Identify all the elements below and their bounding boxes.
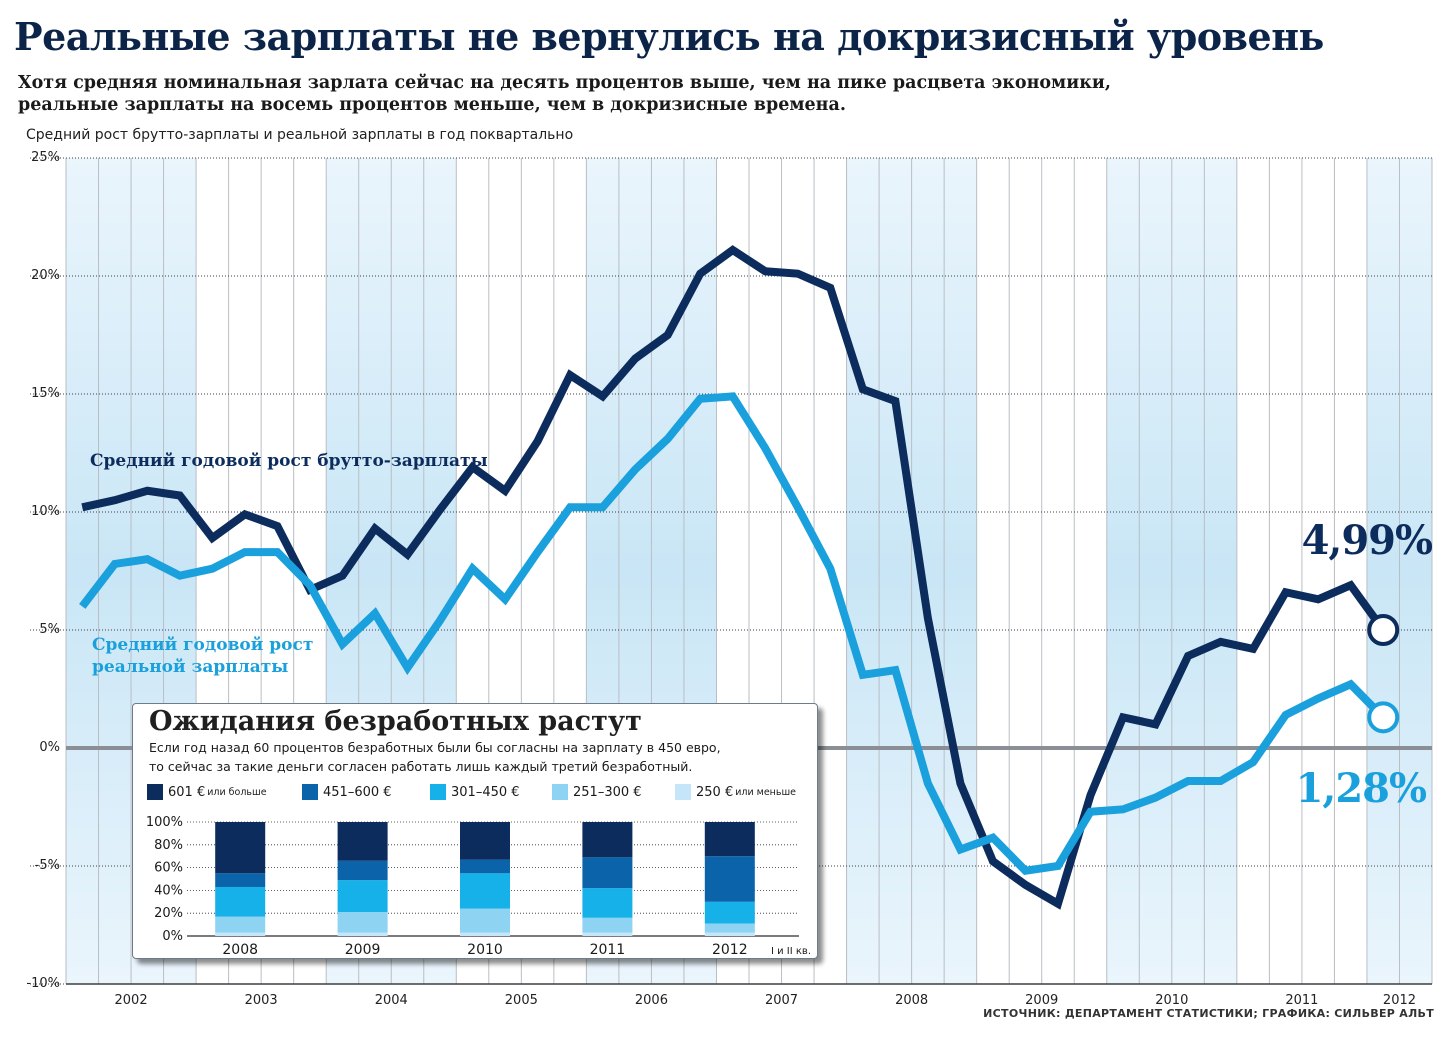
inset-bar-segment [337,860,388,881]
nominal-wage-end-marker [1367,614,1400,646]
legend-swatch-250 [675,784,691,800]
y-tick-label: 0% [39,740,60,755]
legend-label-251-300: 251–300 € [573,784,642,800]
inset-bar-chart: 0% 20% 40% 60% 80% 100% 2008 2009 2010 2011 2012 I … [146,815,811,958]
real-series-label-line-1: Средний годовой рост [92,635,313,655]
y-tick-label: 5% [39,622,60,637]
legend-label-601: 601 € [168,784,206,800]
real-wage-line [79,392,1387,875]
legend-item-250: 250 € или меньше [675,784,796,800]
inset-x-label: 2012 [712,942,748,958]
inset-x-label: 2009 [345,942,381,958]
inset-bar-segment [460,822,510,860]
legend-swatch-451-600 [302,784,318,800]
inset-y-tick-label: 0% [162,929,183,944]
inset-title: Ожидания безработных растут [149,706,642,737]
inset-bar-segment [215,886,266,917]
inset-bar-segment [704,822,755,857]
inset-bar-segment [460,932,510,936]
inset-bar-segment [460,859,510,874]
legend-item-451-600: 451–600 € [302,784,392,800]
x-year-label: 2009 [1025,993,1058,1008]
inset-bar-segment [582,932,633,936]
inset-bar-segment [337,912,388,933]
inset-bar-segment [704,923,755,933]
x-year-label: 2008 [895,993,928,1008]
x-year-label: 2006 [635,993,668,1008]
legend-suffix-601: или больше [207,786,267,798]
nominal-series-label: Средний годовой рост брутто-зарплаты [90,451,488,471]
x-year-label: 2007 [765,993,798,1008]
legend-item-601: 601 € или больше [147,784,267,800]
inset-bar-segment [215,932,266,936]
inset-bar-segment [337,822,388,861]
inset-bar-segment [704,932,755,936]
inset-bar-segment [460,908,510,933]
inset-y-tick-label: 100% [146,815,183,830]
inset-legend: 601 € или больше 451–600 € 301–450 € 251… [147,784,813,806]
x-year-label: 2003 [245,993,278,1008]
inset-bar-segment [582,822,633,858]
y-tick-label: 20% [31,268,60,283]
x-year-label: 2004 [375,993,408,1008]
x-year-label: 2010 [1155,993,1188,1008]
legend-swatch-251-300 [552,784,568,800]
inset-bar-segment [704,856,755,902]
inset-unemployed-expectations: 0% 20% 40% 60% 80% 100% 2008 2009 2010 2011 2012 I … [132,703,818,959]
inset-last-category-note: I и II кв. [771,946,811,957]
x-year-label: 2005 [505,993,538,1008]
subtitle-line-2: реальные зарплаты на восемь процентов ме… [18,95,846,115]
x-year-label: 2011 [1285,993,1318,1008]
real-series-label-line-2: реальной зарплаты [92,657,288,677]
subtitle-line-1: Хотя средняя номинальная зарлата сейчас … [18,73,1111,93]
legend-swatch-301-450 [430,784,446,800]
inset-x-label: 2010 [467,942,503,958]
source-credit: ИСТОЧНИК: ДЕПАРТАМЕНТ СТАТИСТИКИ; ГРАФИК… [983,1007,1434,1020]
legend-label-451-600: 451–600 € [323,784,392,800]
y-tick-label: 15% [31,386,60,401]
inset-y-tick-label: 80% [154,838,183,853]
inset-x-label: 2011 [590,942,626,958]
nominal-end-value: 4,99% [1302,517,1433,564]
x-year-label: 2012 [1383,993,1416,1008]
inset-bar-segment [704,901,755,924]
inset-bar-segment [582,917,633,933]
axis-caption: Средний рост брутто-зарплаты и реальной … [26,127,574,143]
inset-bar-segment [337,880,388,913]
inset-bar-segment [215,822,266,874]
x-year-label: 2002 [115,993,148,1008]
real-end-value: 1,28% [1296,765,1427,812]
inset-x-label: 2008 [222,942,258,958]
inset-bar-segment [582,857,633,889]
page-title: Реальные зарплаты не вернулись на докриз… [14,14,1324,59]
inset-y-tick-label: 40% [154,883,183,898]
legend-suffix-250: или меньше [735,786,797,798]
inset-bar-segment [460,873,510,909]
legend-label-301-450: 301–450 € [451,784,520,800]
inset-bar-segment [215,916,266,933]
inset-y-tick-label: 20% [154,906,183,921]
y-tick-label: -10% [26,976,60,991]
legend-item-251-300: 251–300 € [552,784,642,800]
y-tick-label: 10% [31,504,60,519]
inset-bar-segment [582,888,633,918]
inset-y-tick-label: 60% [154,861,183,876]
inset-subtitle-line-1: Если год назад 60 процентов безработных … [149,740,721,755]
y-tick-label: 25% [31,150,60,165]
inset-bar-segment [215,873,266,887]
real-wage-end-marker [1367,701,1400,734]
legend-item-301-450: 301–450 € [430,784,520,800]
inset-subtitle-line-2: то сейчас за такие деньги согласен работ… [149,759,693,774]
legend-label-250: 250 € [696,784,734,800]
inset-bar-segment [337,932,388,936]
legend-swatch-601 [147,784,163,800]
y-tick-label: -5% [35,858,60,873]
